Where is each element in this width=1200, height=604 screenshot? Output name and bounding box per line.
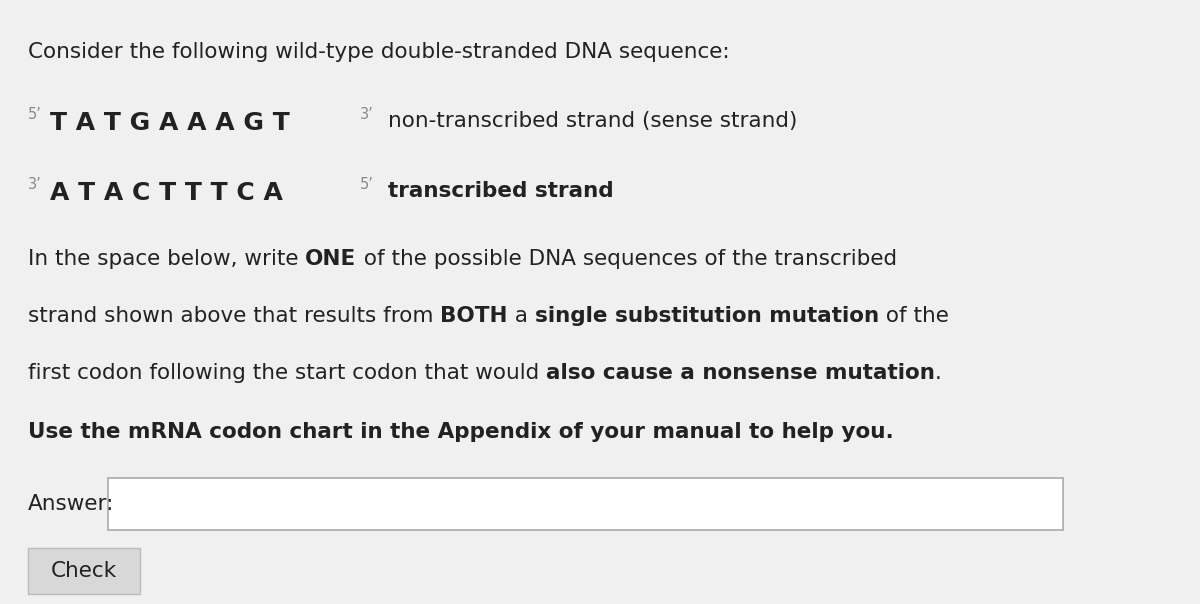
Text: ONE: ONE	[305, 249, 356, 269]
Text: strand shown above that results from: strand shown above that results from	[28, 306, 440, 326]
Text: Consider the following wild-type double-stranded DNA sequence:: Consider the following wild-type double-…	[28, 42, 730, 62]
Text: 5’: 5’	[28, 107, 42, 122]
Text: Use the mRNA codon chart in the Appendix of your manual to help you.: Use the mRNA codon chart in the Appendix…	[28, 422, 894, 442]
Text: first codon following the start codon that would: first codon following the start codon th…	[28, 363, 546, 383]
Text: also cause a nonsense mutation: also cause a nonsense mutation	[546, 363, 935, 383]
Text: transcribed strand: transcribed strand	[388, 181, 613, 201]
Text: BOTH: BOTH	[440, 306, 508, 326]
Text: 5’: 5’	[360, 177, 374, 192]
Text: A T A C T T T C A: A T A C T T T C A	[50, 181, 283, 205]
Text: 3’: 3’	[28, 177, 42, 192]
Text: of the possible DNA sequences of the transcribed: of the possible DNA sequences of the tra…	[356, 249, 896, 269]
Text: non-transcribed strand (sense strand): non-transcribed strand (sense strand)	[388, 111, 797, 131]
Text: a: a	[508, 306, 535, 326]
Text: Check: Check	[50, 561, 118, 581]
Text: In the space below, write: In the space below, write	[28, 249, 305, 269]
FancyBboxPatch shape	[108, 478, 1063, 530]
Text: T A T G A A A G T: T A T G A A A G T	[50, 111, 289, 135]
Text: of the: of the	[878, 306, 949, 326]
Text: single substitution mutation: single substitution mutation	[535, 306, 878, 326]
Text: Answer:: Answer:	[28, 494, 114, 514]
Text: .: .	[935, 363, 942, 383]
Text: 3’: 3’	[360, 107, 373, 122]
FancyBboxPatch shape	[28, 548, 140, 594]
